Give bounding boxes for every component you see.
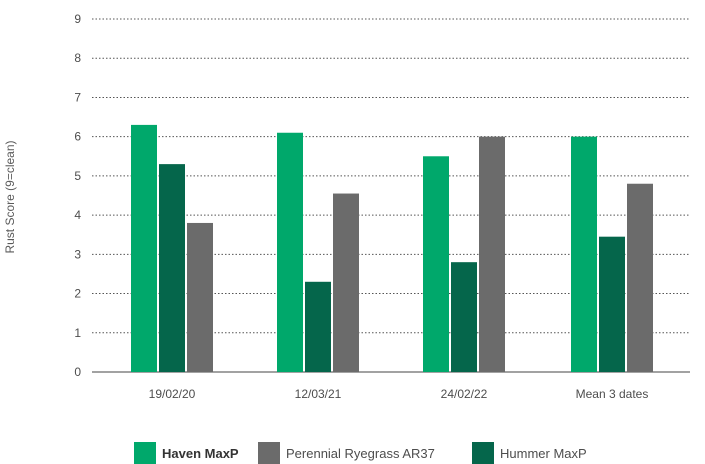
legend: Haven MaxP Perennial Ryegrass AR37 Hummer … bbox=[134, 442, 587, 464]
bar-haven-maxp-2 bbox=[277, 132, 303, 372]
y-axis-ticks: 0 1 2 3 4 5 6 7 8 9 bbox=[74, 12, 81, 379]
legend-label: Perennial Ryegrass AR37 bbox=[286, 446, 435, 461]
y-tick-label: 3 bbox=[74, 247, 81, 261]
bar-hummer-maxp-1 bbox=[159, 164, 185, 372]
y-tick-label: 2 bbox=[74, 287, 81, 301]
y-tick-label: 6 bbox=[74, 130, 81, 144]
bar-haven-maxp-4 bbox=[571, 136, 597, 372]
bar-haven-maxp-1 bbox=[131, 124, 157, 373]
y-tick-label: 8 bbox=[74, 51, 81, 65]
x-axis-ticks: 19/02/20 12/03/21 24/02/22 Mean 3 dates bbox=[149, 387, 649, 401]
bar-perennial-ryegrass-ar37-4 bbox=[627, 183, 653, 372]
bar-hummer-maxp-2 bbox=[305, 281, 331, 372]
bar-hummer-maxp-4 bbox=[599, 236, 625, 372]
y-axis-title: Rust Score (9=clean) bbox=[3, 140, 17, 253]
bar-perennial-ryegrass-ar37-2 bbox=[333, 193, 359, 372]
x-tick-label: 12/03/21 bbox=[295, 387, 342, 401]
x-tick-label: 19/02/20 bbox=[149, 387, 196, 401]
legend-swatch bbox=[258, 442, 280, 464]
bar-haven-maxp-3 bbox=[423, 156, 449, 372]
x-tick-label: Mean 3 dates bbox=[576, 387, 649, 401]
y-tick-label: 1 bbox=[74, 326, 81, 340]
x-tick-label: 24/02/22 bbox=[441, 387, 488, 401]
y-tick-label: 5 bbox=[74, 169, 81, 183]
legend-swatch bbox=[472, 442, 494, 464]
y-tick-label: 0 bbox=[74, 365, 81, 379]
bars bbox=[131, 124, 653, 373]
legend-label: Hummer MaxP bbox=[500, 446, 587, 461]
y-tick-label: 9 bbox=[74, 12, 81, 26]
y-tick-label: 4 bbox=[74, 208, 81, 222]
y-tick-label: 7 bbox=[74, 90, 81, 104]
bar-hummer-maxp-3 bbox=[451, 262, 477, 372]
bar-perennial-ryegrass-ar37-1 bbox=[187, 222, 213, 372]
legend-swatch bbox=[134, 442, 156, 464]
bar-perennial-ryegrass-ar37-3 bbox=[479, 136, 505, 372]
legend-label: Haven MaxP bbox=[162, 446, 239, 461]
